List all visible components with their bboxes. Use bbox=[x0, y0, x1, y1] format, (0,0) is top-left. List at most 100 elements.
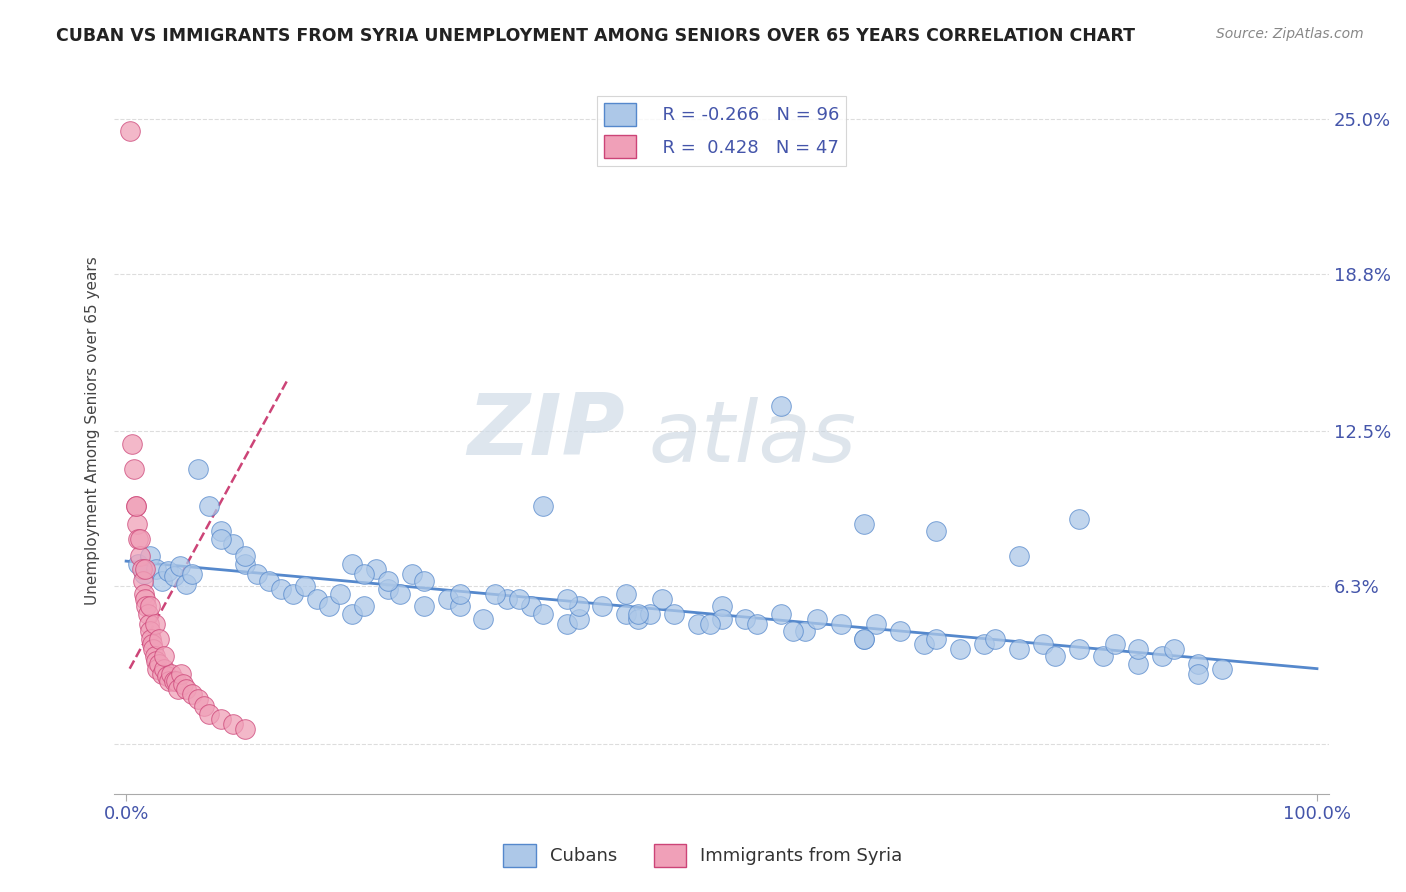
Point bbox=[209, 532, 232, 546]
Point bbox=[1128, 641, 1150, 656]
Point bbox=[1128, 657, 1150, 671]
Point bbox=[150, 574, 173, 588]
Point bbox=[157, 674, 180, 689]
Point bbox=[1043, 649, 1066, 664]
Point bbox=[141, 637, 163, 651]
Point bbox=[165, 674, 187, 689]
Point bbox=[531, 607, 554, 621]
Point bbox=[257, 574, 280, 588]
Point bbox=[233, 549, 256, 563]
Point bbox=[148, 632, 170, 646]
Point bbox=[853, 632, 876, 646]
Point bbox=[145, 654, 167, 668]
Point bbox=[686, 616, 709, 631]
Point bbox=[925, 524, 948, 538]
Point bbox=[222, 536, 245, 550]
Point bbox=[134, 591, 156, 606]
Point bbox=[412, 599, 434, 614]
Point bbox=[163, 569, 186, 583]
Point bbox=[167, 681, 190, 696]
Point bbox=[1152, 649, 1174, 664]
Point bbox=[734, 612, 756, 626]
Point bbox=[770, 399, 793, 413]
Text: Source: ZipAtlas.com: Source: ZipAtlas.com bbox=[1216, 27, 1364, 41]
Point bbox=[143, 649, 166, 664]
Point bbox=[124, 499, 146, 513]
Point bbox=[156, 564, 179, 578]
Point bbox=[305, 591, 328, 606]
Point bbox=[132, 566, 155, 581]
Legend:   R = -0.266   N = 96,   R =  0.428   N = 47: R = -0.266 N = 96, R = 0.428 N = 47 bbox=[596, 95, 846, 166]
Point bbox=[984, 632, 1007, 646]
Point bbox=[710, 612, 733, 626]
Point bbox=[138, 616, 160, 631]
Point bbox=[132, 574, 155, 588]
Point bbox=[124, 461, 146, 475]
Point bbox=[353, 599, 375, 614]
Point bbox=[1008, 549, 1031, 563]
Point bbox=[329, 587, 352, 601]
Point bbox=[614, 587, 637, 601]
Text: CUBAN VS IMMIGRANTS FROM SYRIA UNEMPLOYMENT AMONG SENIORS OVER 65 YEARS CORRELAT: CUBAN VS IMMIGRANTS FROM SYRIA UNEMPLOYM… bbox=[56, 27, 1135, 45]
Point bbox=[187, 461, 209, 475]
Point bbox=[270, 582, 292, 596]
Point bbox=[508, 591, 530, 606]
Point bbox=[129, 549, 152, 563]
Point bbox=[699, 616, 721, 631]
Point bbox=[155, 669, 177, 683]
Point bbox=[472, 612, 495, 626]
Point bbox=[342, 557, 364, 571]
Point bbox=[180, 566, 202, 581]
Point bbox=[342, 607, 364, 621]
Point bbox=[1032, 637, 1054, 651]
Point bbox=[160, 666, 183, 681]
Point bbox=[1091, 649, 1114, 664]
Point bbox=[436, 591, 458, 606]
Point bbox=[281, 587, 304, 601]
Point bbox=[865, 616, 887, 631]
Point bbox=[449, 599, 471, 614]
Point bbox=[246, 566, 269, 581]
Point bbox=[747, 616, 769, 631]
Point bbox=[174, 681, 197, 696]
Point bbox=[568, 599, 591, 614]
Point bbox=[153, 662, 176, 676]
Point bbox=[912, 637, 935, 651]
Point bbox=[377, 582, 399, 596]
Point bbox=[614, 607, 637, 621]
Point bbox=[568, 612, 591, 626]
Point bbox=[145, 561, 167, 575]
Point bbox=[377, 574, 399, 588]
Point bbox=[651, 591, 673, 606]
Point bbox=[163, 674, 186, 689]
Point bbox=[496, 591, 519, 606]
Point bbox=[139, 599, 162, 614]
Point bbox=[793, 624, 815, 639]
Point bbox=[366, 561, 388, 575]
Point bbox=[174, 576, 197, 591]
Point bbox=[1211, 662, 1233, 676]
Point bbox=[449, 587, 471, 601]
Point bbox=[973, 637, 995, 651]
Point bbox=[169, 559, 191, 574]
Text: atlas: atlas bbox=[648, 397, 856, 480]
Point bbox=[172, 676, 194, 690]
Point bbox=[830, 616, 852, 631]
Point bbox=[1067, 511, 1090, 525]
Point bbox=[531, 499, 554, 513]
Point bbox=[1163, 641, 1185, 656]
Point bbox=[209, 524, 232, 538]
Point bbox=[146, 662, 169, 676]
Point bbox=[555, 616, 578, 631]
Point bbox=[318, 599, 340, 614]
Point bbox=[193, 699, 215, 714]
Point bbox=[233, 557, 256, 571]
Point bbox=[135, 599, 157, 614]
Text: ZIP: ZIP bbox=[467, 390, 624, 473]
Point bbox=[627, 612, 650, 626]
Point bbox=[222, 716, 245, 731]
Point bbox=[127, 532, 149, 546]
Point bbox=[949, 641, 972, 656]
Point bbox=[294, 579, 316, 593]
Point bbox=[1187, 666, 1209, 681]
